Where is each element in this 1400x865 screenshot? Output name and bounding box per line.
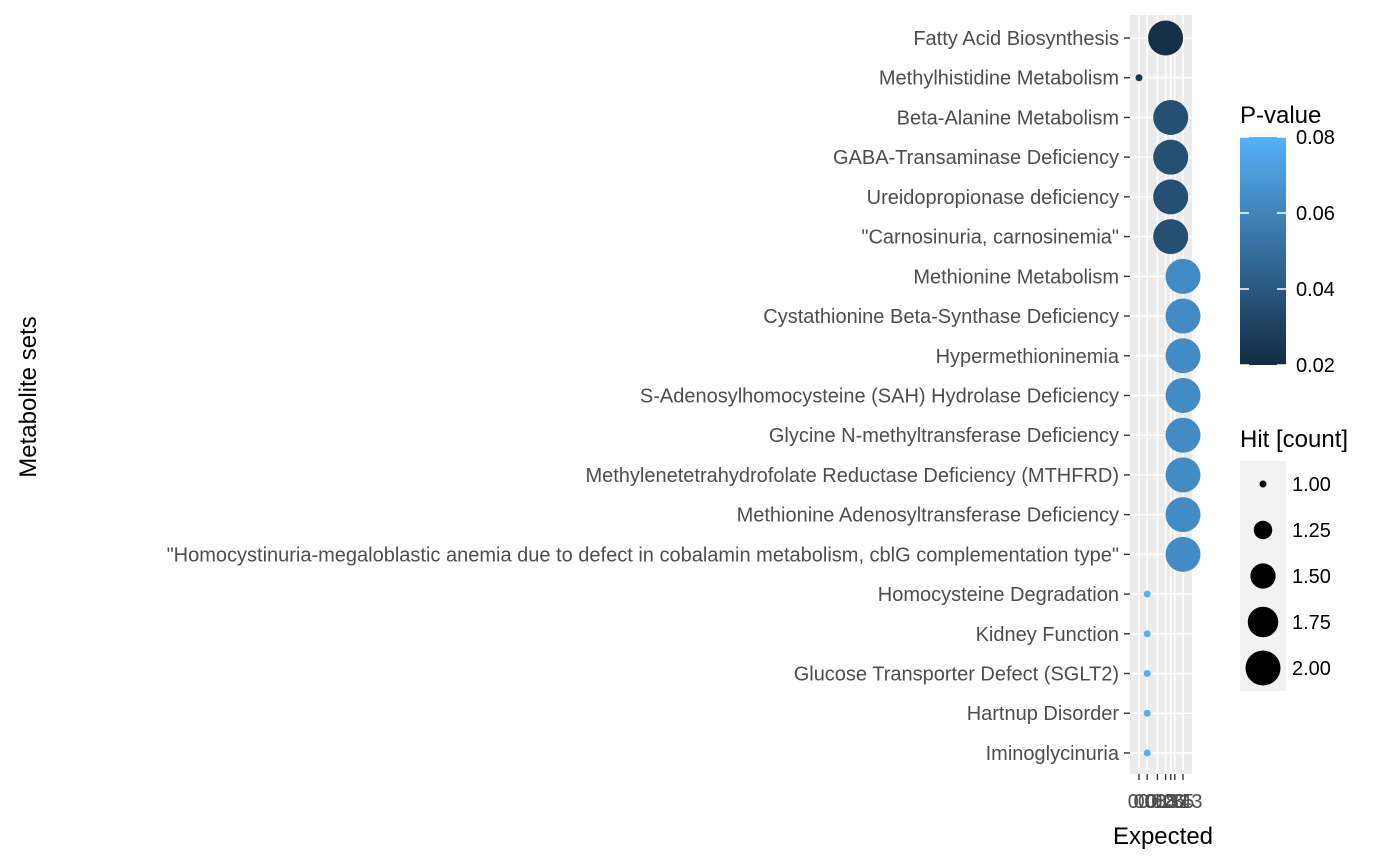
y-tick-label: Methylenetetrahydrofolate Reductase Defi…: [585, 465, 1119, 487]
p-value-legend-title: P-value: [1240, 102, 1321, 129]
y-axis-title: Metabolite sets: [15, 316, 42, 477]
y-tick-label: Homocysteine Degradation: [878, 584, 1119, 606]
y-tick-label: Iminoglycinuria: [986, 743, 1120, 765]
y-tick-label: Cystathionine Beta-Synthase Deficiency: [763, 306, 1119, 328]
data-point: [1143, 590, 1151, 598]
p-value-colorbar-ticks: 0.08 0.06 0.04 0.02: [1240, 127, 1335, 377]
p-value-legend: P-value 0.08 0.06 0.04 0.02: [1240, 102, 1335, 377]
x-tick-label: 0.31: [1151, 791, 1190, 813]
size-key-point: [1259, 480, 1267, 488]
y-tick-label: Glycine N-methyltransferase Deficiency: [769, 425, 1119, 447]
x-tick-label: 0.26: [1146, 791, 1185, 813]
data-point: [1143, 749, 1151, 757]
data-point: [1165, 298, 1201, 334]
data-point: [1165, 497, 1201, 533]
x-tick-label: 0: [1133, 791, 1144, 813]
size-key-label: 1.75: [1292, 612, 1331, 634]
x-tick-label: 0.08: [1128, 791, 1167, 813]
data-point: [1135, 74, 1143, 82]
x-tick-label: 0.35: [1155, 791, 1194, 813]
data-points: [1135, 20, 1201, 757]
y-tick-label: Methionine Adenosyltransferase Deficienc…: [737, 505, 1119, 527]
x-axis-ticks: 00.080.180.260.310.350.43: [1128, 774, 1203, 813]
data-point: [1148, 20, 1184, 56]
x-tick-label: 0.43: [1164, 791, 1203, 813]
hit-count-legend: Hit [count] 1.00 1.25 1.50 1.75 2.00: [1240, 426, 1348, 691]
data-point: [1143, 709, 1151, 717]
hit-count-legend-title: Hit [count]: [1240, 426, 1348, 453]
y-tick-label: Methylhistidine Metabolism: [879, 68, 1119, 90]
y-tick-label: Glucose Transporter Defect (SGLT2): [794, 664, 1119, 686]
size-key-point: [1253, 520, 1273, 540]
data-point: [1165, 457, 1201, 493]
x-tick-label: 0.18: [1138, 791, 1177, 813]
size-key-point: [1250, 563, 1276, 589]
y-tick-label: Hartnup Disorder: [967, 703, 1120, 725]
colorbar-label: 0.08: [1296, 127, 1335, 149]
y-tick-label: Kidney Function: [976, 624, 1119, 646]
data-point: [1153, 99, 1189, 135]
data-point: [1143, 670, 1151, 678]
colorbar-label: 0.06: [1296, 203, 1335, 225]
hit-count-legend-keys: 1.00 1.25 1.50 1.75 2.00: [1240, 461, 1331, 691]
y-tick-label: "Carnosinuria, carnosinemia": [861, 227, 1119, 249]
data-point: [1165, 417, 1201, 453]
y-tick-label: Fatty Acid Biosynthesis: [913, 28, 1119, 50]
data-point: [1153, 179, 1189, 215]
x-axis-title: Expected: [1113, 823, 1213, 850]
size-key-point: [1247, 606, 1279, 638]
data-point: [1165, 338, 1201, 374]
data-point: [1153, 219, 1189, 255]
data-point: [1165, 377, 1201, 413]
data-point: [1153, 139, 1189, 175]
colorbar-label: 0.02: [1296, 355, 1335, 377]
y-axis-labels: Fatty Acid Biosynthesis Methylhistidine M…: [167, 28, 1130, 765]
y-tick-label: GABA-Transaminase Deficiency: [833, 147, 1119, 169]
size-key-point: [1245, 650, 1281, 686]
y-tick-label: Ureidopropionase deficiency: [867, 187, 1119, 209]
y-tick-label: Methionine Metabolism: [913, 266, 1119, 288]
data-point: [1165, 536, 1201, 572]
y-tick-label: Hypermethioninemia: [936, 346, 1120, 368]
data-point: [1143, 630, 1151, 638]
size-key-label: 1.25: [1292, 520, 1331, 542]
size-key-label: 2.00: [1292, 658, 1331, 680]
size-key-label: 1.00: [1292, 474, 1331, 496]
y-tick-label: "Homocystinuria-megaloblastic anemia due…: [167, 544, 1119, 566]
y-tick-label: Beta-Alanine Metabolism: [897, 107, 1119, 129]
p-value-colorbar: [1240, 137, 1286, 365]
colorbar-label: 0.04: [1296, 279, 1335, 301]
data-point: [1165, 258, 1201, 294]
y-tick-label: S-Adenosylhomocysteine (SAH) Hydrolase D…: [640, 385, 1119, 407]
size-key-label: 1.50: [1292, 566, 1331, 588]
